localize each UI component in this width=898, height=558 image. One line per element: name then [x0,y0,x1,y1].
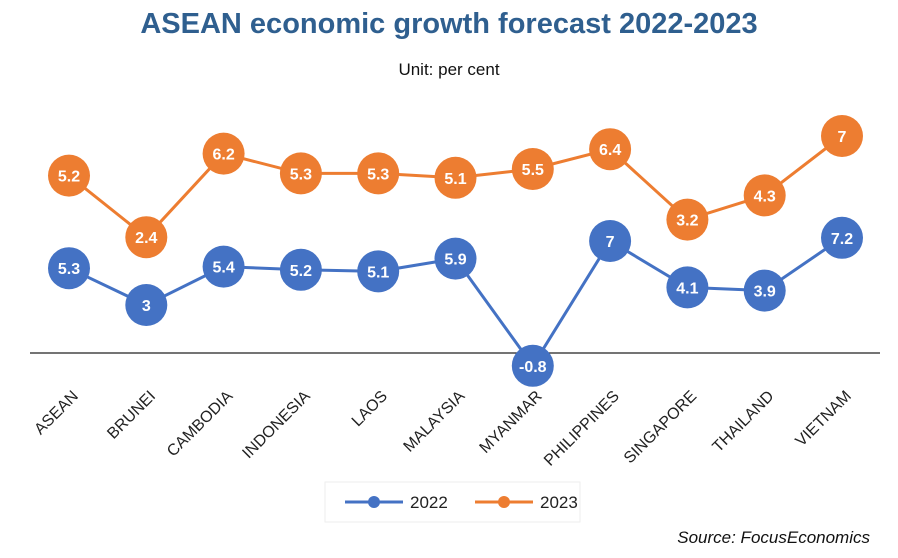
x-tick-label: THAILAND [710,388,778,456]
data-label-2022: 3.9 [754,284,776,301]
data-label-2023: 5.1 [444,171,466,188]
x-tick-label: SINGAPORE [621,388,700,467]
data-point-2022 [743,269,786,312]
data-point-2023 [48,154,90,197]
data-label-2023: 3.2 [676,213,698,230]
chart-title: ASEAN economic growth forecast 2022-2023 [140,8,758,40]
data-label-2022: -0.8 [519,359,547,376]
data-point-2022 [125,284,168,326]
data-point-2022 [666,266,709,309]
x-tick-label: LAOS [349,388,391,430]
legend-marker-2023 [498,496,510,508]
data-label-2022: 5.2 [290,263,312,280]
legend-label-2023: 2023 [540,493,578,512]
data-label-2023: 6.2 [212,147,234,164]
data-point-2023 [743,174,786,217]
data-point-2022 [589,220,632,262]
data-point-2023 [279,152,322,195]
data-label-2022: 3 [142,298,151,315]
data-point-2023 [511,148,554,190]
data-label-2022: 4.1 [676,280,698,297]
x-tick-label: CAMBODIA [164,388,237,461]
data-label-2023: 4.3 [754,188,776,205]
x-tick-label: MALAYSIA [401,388,469,456]
data-point-2023 [125,216,168,259]
chart-subtitle: Unit: per cent [398,60,500,79]
data-point-2022 [434,237,477,280]
legend-label-2022: 2022 [410,493,448,512]
data-point-2023 [202,132,245,175]
x-tick-label: PHILIPPINES [541,388,623,470]
data-point-2022 [357,250,400,293]
x-tick-label: VIETNAM [793,388,855,450]
data-point-2022 [511,344,554,387]
data-point-2022 [48,247,90,290]
data-label-2023: 5.2 [58,169,80,186]
data-point-2023 [434,156,477,199]
data-label-2023: 2.4 [135,230,157,247]
data-label-2023: 5.3 [290,166,312,183]
source-note: Source: FocusEconomics [677,528,870,547]
data-label-2023: 7 [838,129,847,146]
x-tick-label: MYANMAR [477,388,546,457]
data-label-2022: 5.4 [212,260,234,277]
data-point-2022 [821,216,863,259]
data-point-2023 [821,115,863,157]
data-point-2022 [202,245,245,288]
data-point-2023 [357,152,400,195]
data-label-2023: 5.5 [522,162,544,179]
x-tick-label: BRUNEI [104,388,159,443]
data-label-2023: 5.3 [367,166,389,183]
data-label-2022: 5.9 [444,252,466,269]
data-label-2023: 6.4 [599,142,621,159]
data-label-2022: 7 [606,234,615,251]
data-point-2023 [589,128,632,171]
data-label-2022: 5.3 [58,261,80,278]
legend-box [324,481,581,523]
data-point-2022 [279,248,322,291]
data-label-2022: 7.2 [831,231,853,248]
x-tick-label: INDONESIA [239,388,313,462]
legend-marker-2022 [368,496,380,508]
data-point-2023 [666,198,709,241]
data-label-2022: 5.1 [367,264,389,281]
x-tick-label: ASEAN [31,388,81,438]
